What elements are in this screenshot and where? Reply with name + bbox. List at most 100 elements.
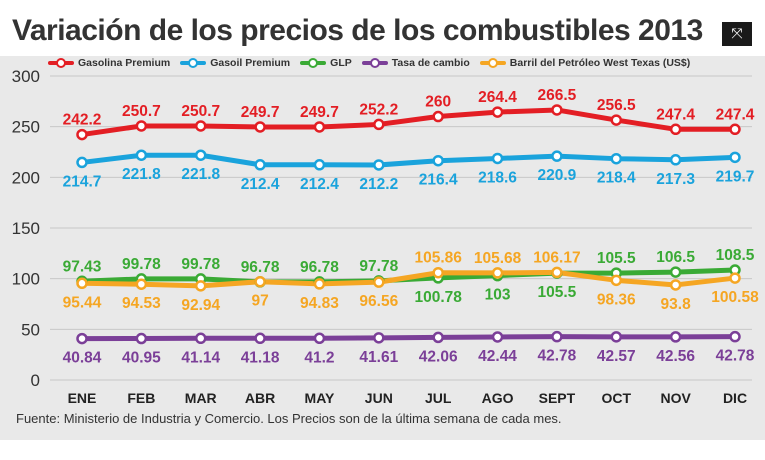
data-point: [254, 121, 266, 133]
data-point: [729, 151, 741, 164]
chart-plot: 0 50 100 150 200 250 300 ENE FEB MAR ABR MAY JUN JUL A…: [12, 67, 759, 406]
data-point: [729, 272, 741, 284]
data-point: [669, 279, 682, 291]
source-note: Fuente: Ministerio de Industria y Comerc…: [16, 411, 562, 426]
data-point: [373, 332, 385, 344]
data-point: [432, 266, 444, 279]
data-label: 105.86: [414, 250, 462, 267]
x-tick-label: JUN: [365, 390, 393, 406]
data-label: 41.61: [359, 349, 398, 366]
y-tick-label: 200: [12, 168, 40, 187]
data-label: 40.95: [122, 350, 161, 367]
x-tick-label: MAR: [185, 390, 217, 406]
chart-area: Gasolina Premium Gasoil Premium GLP Tasa de…: [0, 56, 765, 440]
data-point: [432, 331, 444, 344]
data-label: 103: [485, 287, 511, 304]
series-line: [79, 334, 738, 342]
data-label: 266.5: [538, 87, 577, 104]
data-label: 247.4: [656, 106, 695, 123]
data-label: 96.78: [241, 259, 280, 276]
data-point: [313, 332, 326, 345]
data-point: [491, 267, 504, 279]
data-point: [313, 159, 326, 171]
data-label: 98.36: [597, 291, 636, 308]
data-point: [373, 276, 385, 288]
data-point: [254, 159, 266, 171]
data-label: 99.78: [181, 256, 220, 273]
y-tick-label: 150: [12, 219, 40, 238]
data-label: 250.7: [181, 103, 220, 120]
data-point: [729, 330, 741, 343]
data-point: [76, 277, 88, 290]
data-label: 221.8: [181, 166, 220, 183]
data-point: [135, 332, 148, 345]
data-label: 97.78: [359, 258, 398, 275]
data-label: 105.5: [597, 250, 636, 267]
data-label: 220.9: [538, 167, 577, 184]
data-label: 249.7: [300, 104, 339, 121]
data-point: [551, 330, 563, 343]
data-label: 249.7: [241, 104, 280, 121]
legend-label: Gasoil Premium: [210, 57, 291, 69]
data-label: 96.56: [359, 293, 398, 310]
x-tick-label: SEPT: [539, 390, 576, 406]
data-label: 41.14: [181, 349, 220, 366]
chart-title: Variación de los precios de los combusti…: [12, 14, 703, 47]
data-label: 212.4: [300, 176, 339, 193]
data-label: 106.17: [533, 249, 580, 266]
data-point: [373, 118, 385, 131]
data-point: [373, 159, 385, 171]
y-tick-label: 250: [12, 118, 40, 137]
data-point: [254, 332, 266, 345]
legend-label: Gasolina Premium: [78, 57, 171, 69]
data-point: [729, 123, 741, 136]
data-point: [194, 149, 207, 161]
data-point: [313, 278, 326, 290]
data-label: 42.44: [478, 348, 517, 365]
data-label: 42.78: [716, 348, 755, 365]
data-label: 106.5: [656, 249, 695, 266]
data-point: [669, 123, 682, 136]
x-tick-label: FEB: [127, 390, 155, 406]
series-line: [79, 107, 738, 138]
legend-swatch: [48, 58, 74, 68]
data-point: [610, 331, 623, 343]
data-point: [254, 275, 266, 288]
data-label: 94.53: [122, 295, 161, 312]
data-label: 42.56: [656, 348, 695, 365]
legend-label: Tasa de cambio: [391, 57, 470, 69]
legend-item: Barril del Petróleo West Texas (US$): [479, 57, 690, 69]
x-tick-label: NOV: [660, 390, 691, 406]
data-label: 264.4: [478, 89, 517, 106]
data-label: 221.8: [122, 166, 161, 183]
close-icon[interactable]: ⤧: [722, 22, 752, 46]
data-label: 105.5: [538, 284, 577, 301]
data-label: 41.18: [241, 349, 280, 366]
legend-swatch: [300, 58, 327, 68]
data-point: [135, 278, 148, 290]
y-tick-label: 100: [12, 270, 40, 289]
data-label: 218.4: [597, 170, 636, 187]
series-line: [79, 152, 738, 168]
data-point: [194, 120, 207, 132]
data-label: 250.7: [122, 103, 161, 120]
data-point: [135, 149, 148, 161]
data-label: 100.58: [711, 289, 759, 306]
data-point: [491, 152, 504, 165]
data-label: 218.6: [478, 169, 517, 186]
data-label: 219.7: [716, 168, 755, 185]
y-tick-label: 50: [21, 320, 40, 339]
data-label: 97: [251, 293, 268, 310]
legend-swatch: [479, 58, 506, 68]
data-point: [76, 128, 88, 141]
data-point: [491, 331, 504, 343]
data-label: 95.44: [63, 294, 102, 311]
data-point: [135, 120, 148, 132]
data-label: 94.83: [300, 295, 339, 312]
series-line: [79, 269, 738, 289]
legend-item: Gasolina Premium: [48, 57, 170, 69]
legend-label: GLP: [330, 57, 352, 69]
data-label: 260: [425, 94, 451, 111]
x-tick-label: MAY: [305, 390, 335, 406]
data-label: 252.2: [359, 101, 398, 118]
